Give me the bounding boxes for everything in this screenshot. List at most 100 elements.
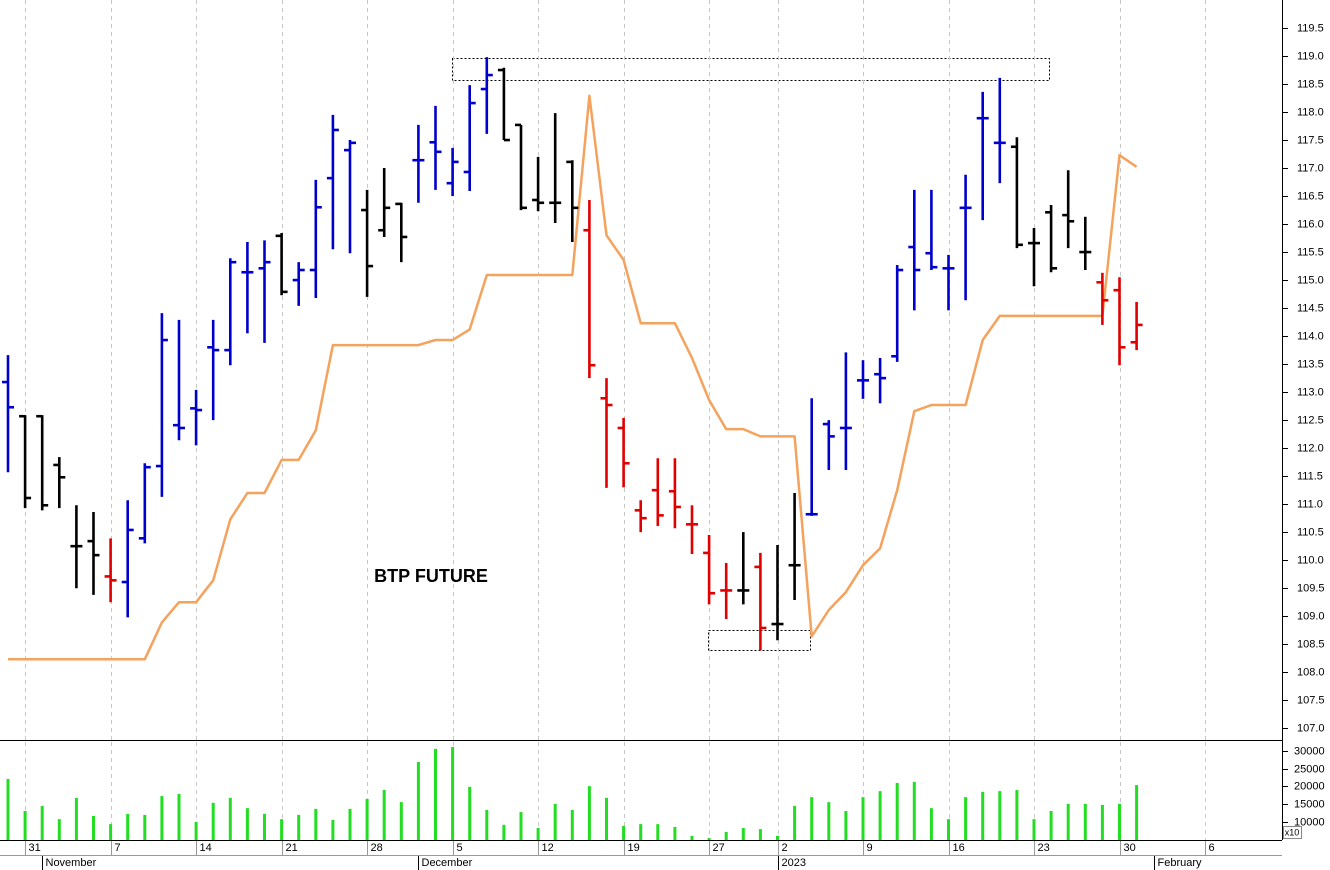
volume-bar: [211, 802, 215, 840]
volume-multiplier: x10: [1285, 827, 1300, 837]
volume-bar: [1015, 790, 1019, 840]
volume-bar: [40, 806, 44, 840]
volume-bar: [793, 806, 797, 840]
volume-bar: [245, 808, 249, 840]
volume-bar: [741, 828, 745, 840]
volume-bar: [280, 819, 284, 840]
x-tick-label: 6: [1209, 842, 1215, 854]
x-tick-label: 14: [200, 842, 212, 854]
volume-bar: [348, 808, 352, 840]
volume-bar: [57, 819, 61, 840]
volume-bar: [1066, 803, 1070, 840]
y-tick-label: 111.5: [1297, 470, 1323, 482]
y-tick-label: 111.0: [1297, 498, 1323, 510]
volume-bar: [827, 802, 831, 840]
x-tick-label: 19: [628, 842, 640, 854]
volume-bar: [228, 797, 232, 840]
volume-bar: [109, 824, 113, 840]
volume-bar: [74, 797, 78, 840]
month-label: December: [422, 857, 473, 869]
volume-bar: [314, 808, 318, 840]
x-tick-label: 9: [867, 842, 873, 854]
volume-bar: [399, 802, 403, 840]
volume-bar: [485, 809, 489, 840]
x-tick-label: 31: [29, 842, 41, 854]
volume-bar: [981, 791, 985, 840]
volume-bar: [519, 812, 523, 840]
x-tick-label: 27: [713, 842, 725, 854]
volume-bar: [810, 797, 814, 840]
y-tick-label: 116.5: [1297, 190, 1324, 202]
y-tick-label: 110.5: [1297, 526, 1324, 538]
y-tick-label: 113.5: [1297, 358, 1324, 370]
multiplier-box: [1283, 826, 1302, 839]
volume-y-tick-label: 10000: [1294, 816, 1325, 828]
volume-bar: [468, 786, 472, 840]
volume-bar: [1032, 819, 1036, 840]
volume-bar: [724, 831, 728, 840]
volume-bar: [656, 824, 660, 840]
x-tick-label: 16: [953, 842, 965, 854]
volume-bar: [1083, 803, 1087, 840]
volume-bar: [177, 793, 181, 840]
y-tick-label: 112.5: [1297, 414, 1324, 426]
volume-bar: [861, 797, 865, 840]
y-tick-label: 110.0: [1297, 554, 1324, 566]
volume-bar: [690, 835, 694, 840]
y-tick-label: 115.5: [1297, 246, 1324, 258]
volume-bar: [382, 790, 386, 840]
x-tick-label: 5: [457, 842, 463, 854]
volume-bar: [639, 824, 643, 840]
y-tick-label: 108.0: [1297, 666, 1325, 678]
x-tick-label: 2: [782, 842, 788, 854]
volume-bar: [947, 819, 950, 840]
y-tick-label: 107.0: [1297, 722, 1325, 734]
y-tick-label: 118.0: [1297, 106, 1324, 118]
y-tick-label: 108.5: [1297, 638, 1325, 650]
volume-bar: [365, 798, 369, 840]
volume-bar: [776, 835, 779, 840]
volume-bar: [6, 779, 10, 840]
month-label: February: [1158, 857, 1203, 869]
resistance-box: [452, 58, 1050, 81]
volume-bar: [23, 810, 27, 840]
volume-bar: [758, 829, 762, 840]
y-tick-label: 112.0: [1297, 442, 1324, 454]
volume-bar: [964, 797, 968, 840]
x-tick-label: 7: [115, 842, 121, 854]
x-tick-label: 23: [1038, 842, 1050, 854]
x-tick-label: 21: [286, 842, 298, 854]
y-tick-label: 114.5: [1297, 302, 1324, 314]
volume-bar: [673, 826, 677, 840]
volume-bar: [912, 781, 916, 840]
volume-y-tick-label: 20000: [1294, 780, 1325, 792]
volume-bar: [587, 786, 591, 840]
annotation: BTP FUTURE: [374, 566, 488, 586]
volume-bar: [126, 813, 130, 840]
y-tick-label: 118.5: [1297, 78, 1324, 90]
y-tick-label: 109.0: [1297, 610, 1325, 622]
volume-bar: [1049, 810, 1053, 840]
volume-bar: [878, 791, 882, 840]
y-tick-label: 107.5: [1297, 694, 1325, 706]
y-tick-label: 116.0: [1297, 218, 1324, 230]
support-box: [708, 630, 811, 651]
volume-bar: [502, 824, 506, 840]
y-tick-label: 117.5: [1297, 134, 1324, 146]
volume-bar: [434, 748, 437, 840]
month-label: 2023: [782, 857, 806, 869]
volume-bar: [1135, 785, 1139, 840]
y-tick-label: 109.5: [1297, 582, 1325, 594]
trailing-line: [8, 94, 1138, 661]
volume-bar: [92, 815, 95, 840]
volume-bar: [194, 821, 198, 840]
volume-bar: [844, 810, 848, 840]
volume-bar: [707, 837, 711, 840]
volume-bar: [143, 814, 147, 840]
volume-bar: [622, 825, 626, 840]
volume-y-tick-label: 25000: [1294, 763, 1325, 775]
volume-y-tick-label: 30000: [1294, 745, 1325, 757]
